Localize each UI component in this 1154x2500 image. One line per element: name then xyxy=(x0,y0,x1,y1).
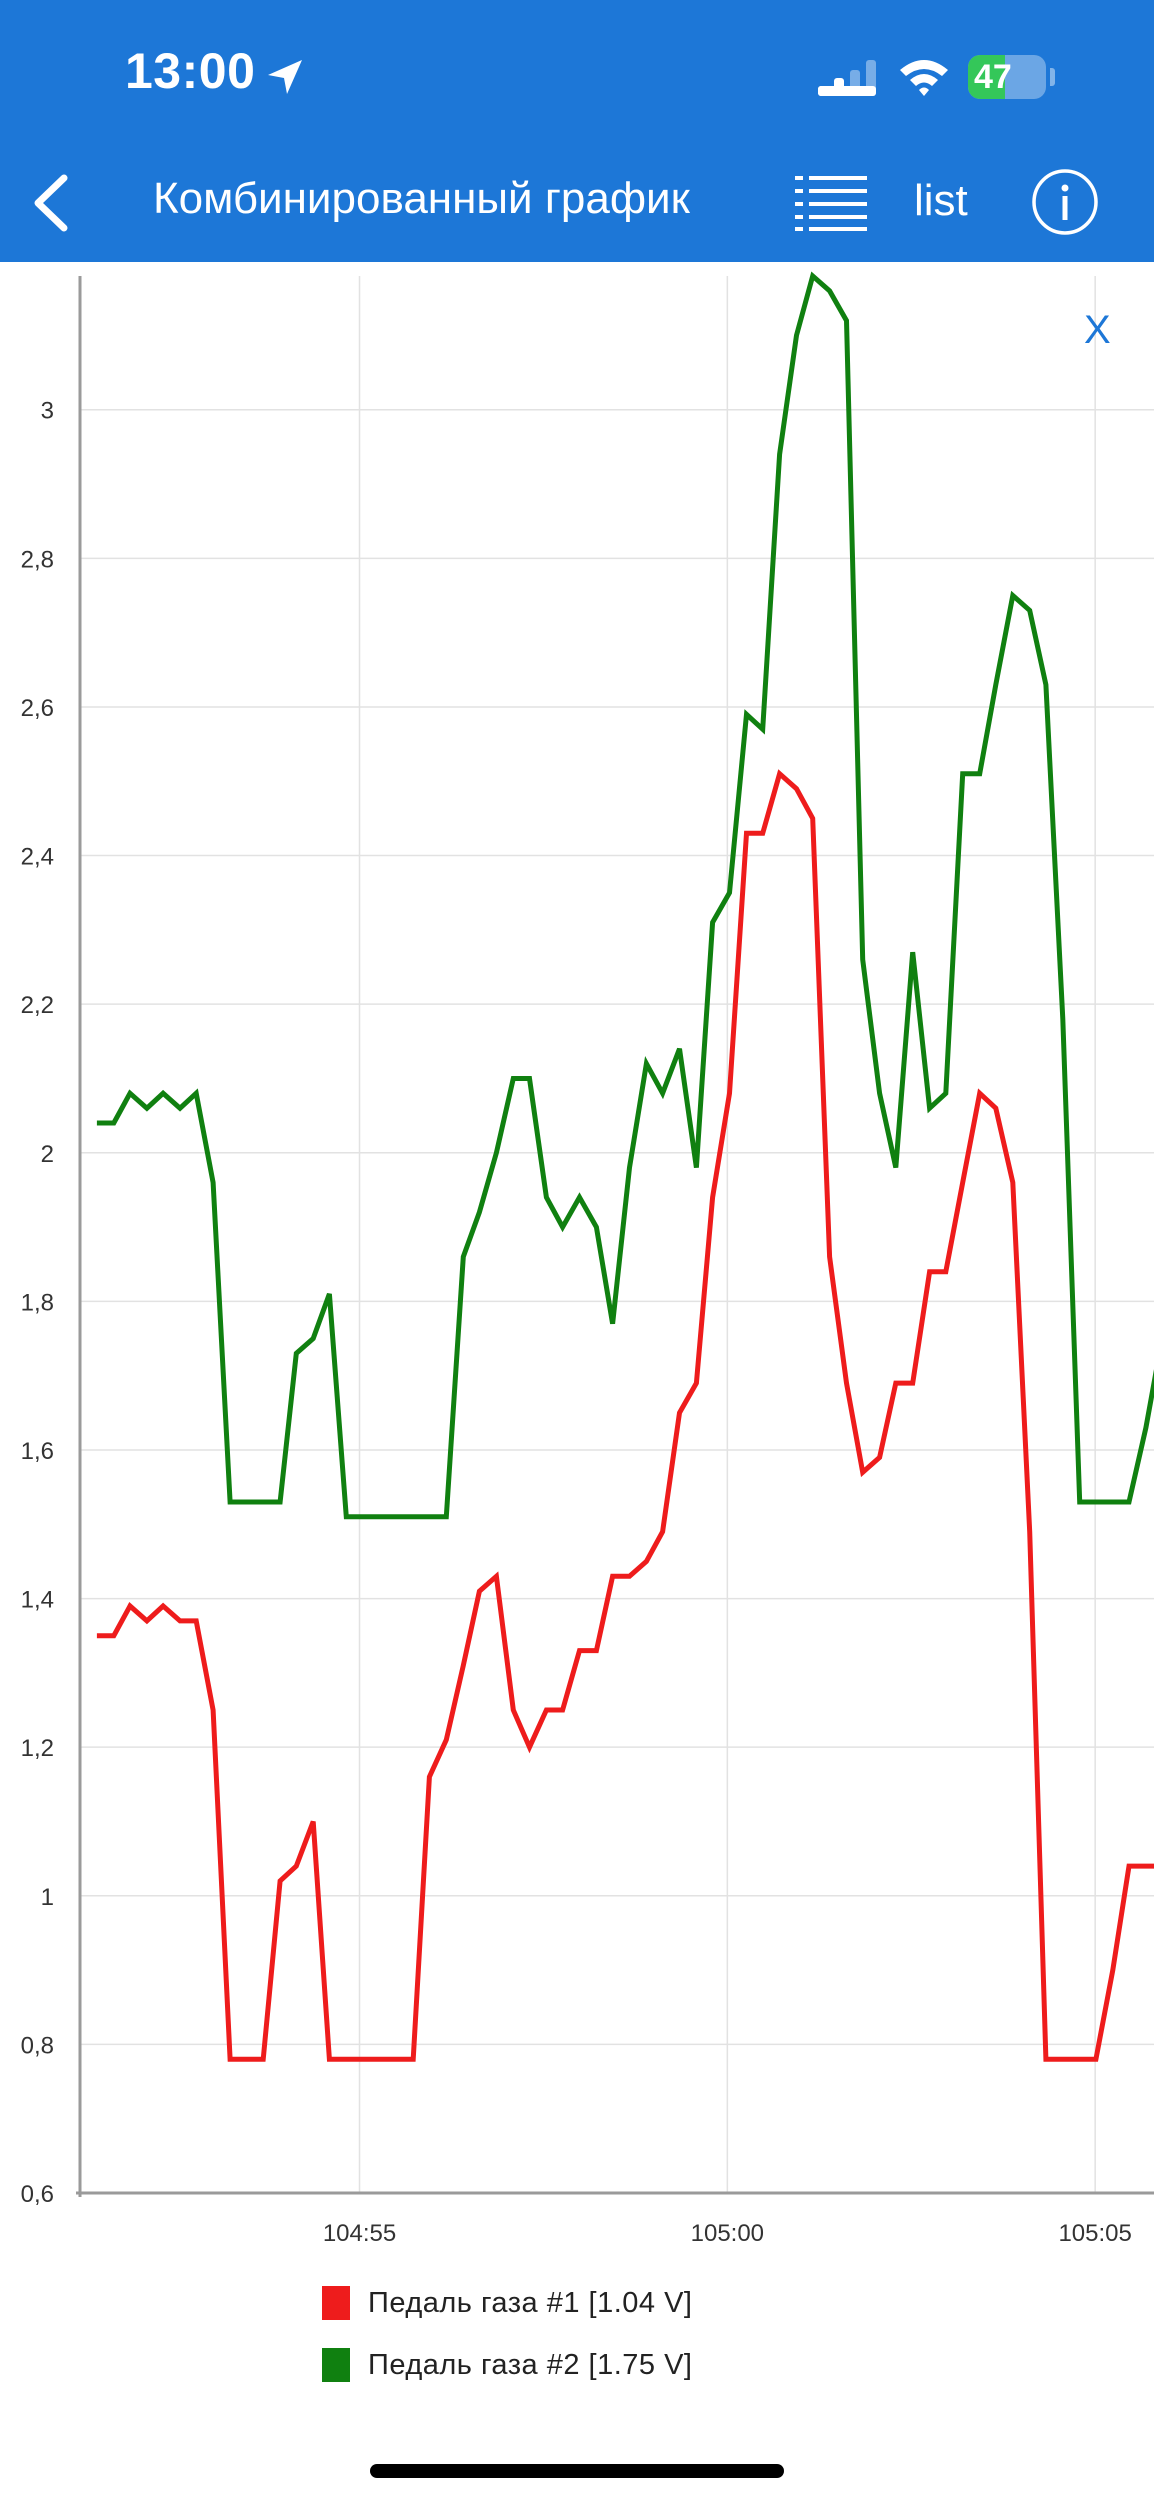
legend-item-series-2[interactable]: Педаль газа #2 [1.75 V] xyxy=(322,2334,692,2396)
y-tick-label: 1 xyxy=(41,1884,54,1911)
y-tick-label: 2 xyxy=(41,1141,54,1168)
legend-label-series-2: Педаль газа #2 [1.75 V] xyxy=(368,2348,693,2381)
battery-indicator: 47 xyxy=(968,55,1048,99)
legend-swatch-series-2 xyxy=(322,2348,350,2382)
y-tick-label: 2,4 xyxy=(21,844,54,871)
close-chart-button[interactable]: X xyxy=(1084,308,1111,352)
list-icon[interactable] xyxy=(795,172,867,232)
y-tick-label: 1,4 xyxy=(21,1587,54,1614)
legend-swatch-series-1 xyxy=(322,2286,350,2320)
x-tick-label: 105:00 xyxy=(691,2220,764,2247)
x-tick-label: 105:05 xyxy=(1058,2220,1131,2247)
series-line-1 xyxy=(96,769,1154,2062)
y-tick-label: 1,6 xyxy=(21,1438,54,1465)
y-tick-label: 0,6 xyxy=(21,2181,54,2208)
combined-line-chart: 0,6 0,8 1 1,2 1,4 1,6 1,8 2 2,2 2,4 2,6 2,8 3 104:55 1… xyxy=(21,271,1154,2247)
x-tick-label: 104:55 xyxy=(323,2220,396,2247)
cellular-signal-icon xyxy=(818,60,876,96)
chart-legend: Педаль газа #1 [1.04 V] Педаль газа #2 [… xyxy=(322,2272,692,2396)
list-button[interactable]: list xyxy=(914,176,968,225)
y-tick-label: 1,8 xyxy=(21,1289,54,1316)
y-tick-label: 3 xyxy=(41,398,54,425)
status-time: 13:00 xyxy=(125,43,256,99)
battery-percent: 47 xyxy=(974,58,1012,96)
navigation-header: 13:00 47 Комбинированный график xyxy=(0,0,1154,262)
series-line-2 xyxy=(96,271,1154,1520)
page-title: Комбинированный график xyxy=(153,174,690,223)
info-icon[interactable] xyxy=(1031,168,1099,236)
wifi-icon xyxy=(900,60,948,96)
y-tick-label: 1,2 xyxy=(21,1735,54,1762)
y-tick-label: 2,8 xyxy=(21,546,54,573)
home-indicator xyxy=(370,2464,784,2478)
legend-item-series-1[interactable]: Педаль газа #1 [1.04 V] xyxy=(322,2272,692,2334)
y-tick-label: 2,2 xyxy=(21,992,54,1019)
y-tick-label: 2,6 xyxy=(21,695,54,722)
back-button[interactable] xyxy=(20,170,80,236)
battery-cap xyxy=(1050,68,1055,86)
location-arrow-icon xyxy=(268,60,302,94)
y-tick-label: 0,8 xyxy=(21,2032,54,2059)
legend-label-series-1: Педаль газа #1 [1.04 V] xyxy=(368,2286,693,2319)
